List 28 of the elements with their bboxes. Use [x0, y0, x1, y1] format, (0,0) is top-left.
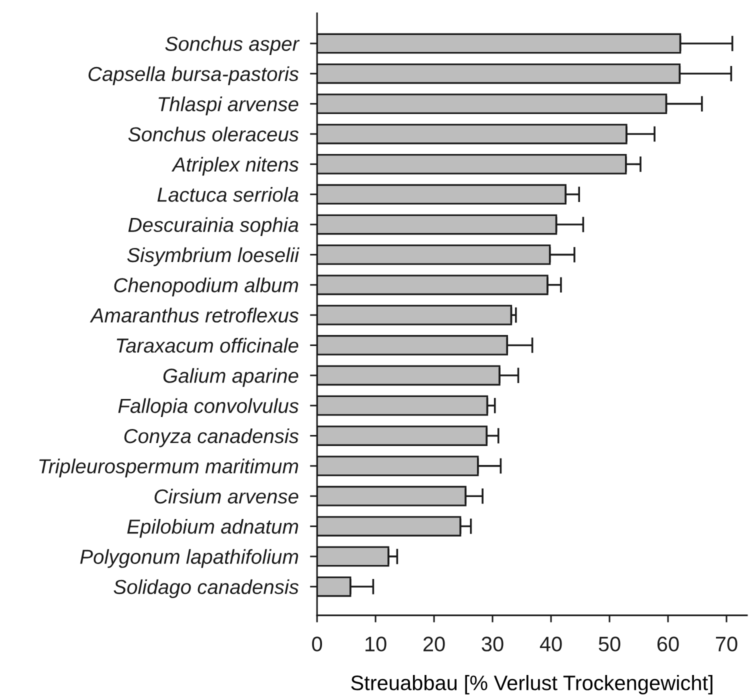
y-tick-label: Taraxacum officinale — [116, 338, 298, 353]
y-tick-label: Amaranthus retroflexus — [90, 308, 299, 323]
y-tick-label: Lactuca serriola — [157, 187, 298, 202]
x-tick-label: 20 — [424, 636, 445, 652]
y-tick-label: Galium aparine — [163, 368, 298, 387]
y-tick-label: Conyza canadensis — [124, 428, 299, 448]
y-tick-label: Sisymbrium loeselii — [127, 247, 300, 266]
y-tick-label: Solidago canadensis — [114, 579, 299, 598]
y-tick-label: Sonchus asper — [165, 36, 300, 55]
y-tick-label: Thlaspi arvense — [158, 96, 298, 116]
y-tick-label: Capsella bursa-pastoris — [88, 66, 299, 86]
y-tick-label: Descurainia sophia — [128, 217, 298, 236]
y-tick-label: Tripleurospermum maritimum — [39, 458, 298, 478]
x-axis-title: Streuabbau [% Verlust Trockengewicht] — [351, 675, 712, 694]
y-tick-label: Polygonum lapathifolium — [80, 549, 298, 568]
x-tick-label: 10 — [366, 636, 386, 652]
y-tick-label: Cirsium arvense — [154, 488, 298, 504]
x-tick-label: 70 — [716, 636, 738, 652]
y-tick-label: Sonchus oleraceus — [128, 126, 299, 142]
y-tick-label: Fallopia convolvulus — [118, 398, 299, 418]
x-tick-label: 0 — [312, 636, 322, 652]
x-tick-label: 60 — [657, 636, 679, 652]
y-tick-label: Chenopodium album — [114, 278, 298, 296]
y-tick-label: Atriplex nitens — [172, 156, 299, 176]
y-tick-label: Epilobium adnatum — [127, 518, 298, 538]
x-tick-label: 30 — [482, 636, 504, 652]
x-tick-label: 50 — [598, 636, 620, 652]
x-tick-label: 40 — [540, 636, 562, 652]
